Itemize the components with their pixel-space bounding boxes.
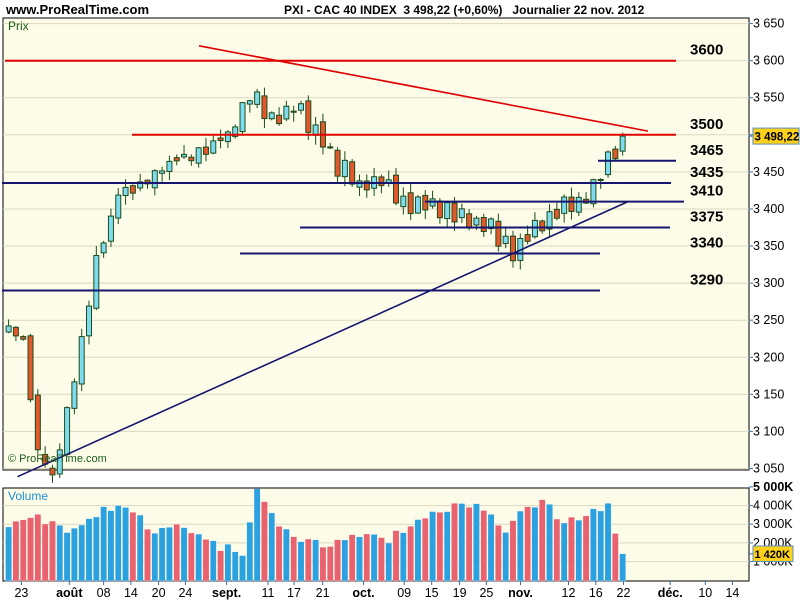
svg-text:3410: 3410: [690, 183, 723, 200]
svg-text:3 650: 3 650: [753, 17, 784, 31]
svg-text:24: 24: [178, 586, 192, 600]
svg-text:3 550: 3 550: [753, 91, 784, 105]
svg-text:11: 11: [262, 586, 275, 600]
svg-text:12: 12: [562, 586, 576, 600]
svg-text:3 450: 3 450: [753, 165, 784, 179]
svg-text:nov.: nov.: [508, 586, 533, 600]
svg-text:3 600: 3 600: [753, 54, 784, 68]
svg-text:3465: 3465: [690, 142, 723, 159]
svg-text:16: 16: [589, 586, 603, 600]
svg-text:23: 23: [14, 586, 28, 600]
svg-text:3 498,22: 3 498,22: [755, 131, 800, 143]
svg-text:sept.: sept.: [212, 586, 241, 600]
svg-text:1 420K: 1 420K: [755, 549, 791, 561]
svg-text:déc.: déc.: [658, 586, 683, 600]
svg-text:5 000K: 5 000K: [753, 480, 793, 494]
svg-text:09: 09: [397, 586, 411, 600]
svg-text:15: 15: [425, 586, 439, 600]
svg-text:22: 22: [617, 586, 631, 600]
svg-text:3500: 3500: [690, 116, 723, 133]
svg-text:Prix: Prix: [8, 19, 29, 33]
svg-text:3 050: 3 050: [753, 462, 784, 476]
svg-text:14: 14: [725, 586, 739, 600]
svg-text:14: 14: [124, 586, 138, 600]
svg-text:3290: 3290: [690, 272, 723, 289]
svg-text:3600: 3600: [690, 42, 723, 59]
svg-text:21: 21: [316, 586, 330, 600]
svg-text:3375: 3375: [690, 209, 723, 226]
svg-text:© ProRealTime.com: © ProRealTime.com: [8, 453, 107, 465]
svg-text:25: 25: [479, 586, 493, 600]
svg-text:3 250: 3 250: [753, 313, 784, 327]
svg-text:17: 17: [287, 586, 301, 600]
svg-text:3 350: 3 350: [753, 239, 784, 253]
svg-text:3 100: 3 100: [753, 424, 784, 438]
svg-text:3 400: 3 400: [753, 202, 784, 216]
svg-text:3 200: 3 200: [753, 350, 784, 364]
svg-text:août: août: [56, 586, 83, 600]
svg-text:10: 10: [698, 586, 712, 600]
svg-text:oct.: oct.: [352, 586, 374, 600]
svg-text:3 000K: 3 000K: [753, 517, 793, 531]
svg-text:3340: 3340: [690, 235, 723, 252]
svg-text:3435: 3435: [690, 164, 723, 181]
svg-text:3 300: 3 300: [753, 276, 784, 290]
svg-text:3 150: 3 150: [753, 387, 784, 401]
svg-text:Volume: Volume: [8, 489, 48, 503]
svg-text:19: 19: [453, 586, 467, 600]
svg-text:08: 08: [97, 586, 111, 600]
svg-text:20: 20: [152, 586, 166, 600]
svg-text:4 000K: 4 000K: [753, 499, 793, 513]
